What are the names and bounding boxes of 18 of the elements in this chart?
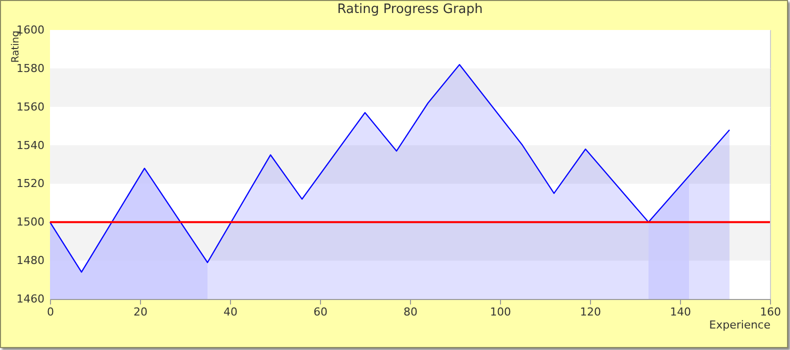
y-tick-label: 1480	[16, 254, 44, 268]
x-tick-label: 60	[314, 306, 328, 318]
y-tick-label: 1540	[16, 138, 44, 152]
x-tick-label: 0	[47, 306, 54, 318]
y-tick-label: 1560	[16, 100, 44, 114]
x-tick-label: 120	[580, 306, 601, 318]
x-tick-label: 40	[224, 306, 238, 318]
chart-title: Rating Progress Graph	[337, 2, 483, 17]
y-tick-label: 1500	[16, 216, 44, 229]
x-tick-label: 100	[490, 306, 511, 318]
y-tick-label: 1520	[16, 177, 44, 190]
x-tick-label: 80	[404, 306, 418, 318]
x-axis-title: Experience	[709, 318, 771, 332]
y-tick-label: 1580	[16, 62, 44, 75]
x-tick-label: 160	[760, 306, 781, 318]
x-tick-label: 140	[670, 306, 691, 318]
x-tick-label: 20	[134, 306, 148, 318]
y-tick-label: 1460	[16, 292, 44, 306]
